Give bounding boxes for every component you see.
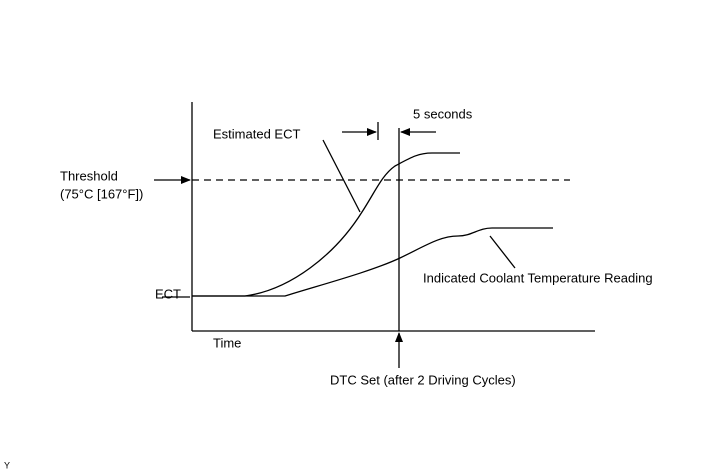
label: 5 seconds xyxy=(413,106,473,121)
leader xyxy=(489,235,516,269)
label: Estimated ECT xyxy=(213,126,300,141)
label: Indicated Coolant Temperature Reading xyxy=(423,270,653,285)
label: Y xyxy=(4,460,10,470)
label: Threshold xyxy=(60,168,118,183)
label: ECT xyxy=(155,286,181,301)
indicated-curve xyxy=(192,227,553,297)
estimated-ect-curve xyxy=(192,152,460,297)
label: (75°C [167°F]) xyxy=(60,186,143,201)
label: DTC Set (after 2 Driving Cycles) xyxy=(330,372,516,387)
label: Time xyxy=(213,335,241,350)
leader xyxy=(322,139,361,213)
